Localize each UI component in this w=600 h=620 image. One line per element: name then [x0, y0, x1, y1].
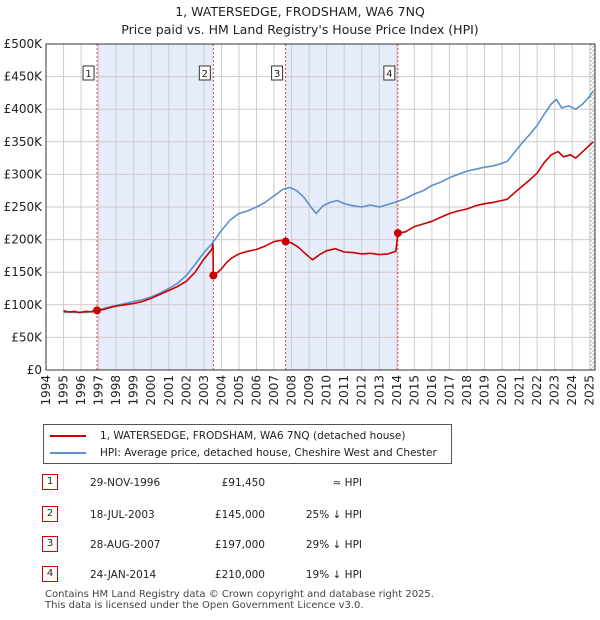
sale-number: 4	[42, 566, 58, 582]
x-tick-label: 2009	[302, 375, 316, 406]
footer-licence: This data is licensed under the Open Gov…	[45, 600, 364, 611]
sale-date: 24-JAN-2014	[90, 569, 157, 581]
x-tick-label: 2017	[442, 375, 456, 406]
price-chart: 1 2 3 4 £0 £50K £100K £150K £200K £250K £300K £350K…	[4, 37, 597, 406]
sale-row: 1 29-NOV-1996 £91,450 ≈ HPI	[40, 474, 560, 492]
sale-price: £197,000	[214, 539, 265, 551]
sale-row: 3 28-AUG-2007 £197,000 29% ↓ HPI	[40, 536, 560, 554]
footer-copyright: Contains HM Land Registry data © Crown c…	[45, 589, 434, 600]
y-tick-label: £50K	[11, 330, 43, 344]
x-tick-label: 2012	[355, 375, 369, 406]
sale-point	[393, 229, 402, 238]
x-tick-label: 2005	[232, 375, 246, 406]
sale-marker-label: 2	[202, 69, 208, 80]
chart-subtitle: Price paid vs. HM Land Registry's House …	[121, 22, 479, 37]
y-tick-label: £200K	[4, 233, 44, 247]
x-tick-label: 1998	[109, 375, 123, 406]
sale-date: 29-NOV-1996	[90, 477, 161, 489]
x-tick-label: 2022	[530, 375, 544, 406]
y-tick-label: £400K	[4, 102, 44, 116]
x-tick-label: 1999	[127, 375, 141, 406]
x-tick-label: 2004	[214, 375, 228, 406]
sale-number: 1	[42, 474, 58, 490]
footer: Contains HM Land Registry data © Crown c…	[45, 589, 434, 611]
x-tick-label: 2023	[548, 375, 562, 406]
x-tick-label: 2001	[162, 375, 176, 406]
x-tick-label: 2013	[372, 375, 386, 406]
x-tick-label: 1994	[39, 375, 53, 406]
property-series-line	[63, 141, 594, 314]
legend-label-hpi: HPI: Average price, detached house, Ches…	[100, 447, 437, 459]
sale-hpi-diff: 29% ↓ HPI	[305, 539, 362, 551]
y-tick-label: £0	[27, 363, 42, 377]
sale-point	[281, 237, 290, 246]
sale-number: 3	[42, 536, 58, 552]
x-tick-label: 2002	[179, 375, 193, 406]
sale-point	[209, 271, 218, 280]
sale-marker-label: 3	[274, 69, 280, 80]
sale-marker-box	[198, 65, 211, 81]
y-tick-label: £100K	[4, 298, 44, 312]
sale-hpi-diff: 25% ↓ HPI	[305, 509, 362, 521]
y-tick-label: £350K	[4, 135, 44, 149]
x-tick-label: 2003	[197, 375, 211, 406]
x-tick-label: 2021	[513, 375, 527, 406]
y-tick-label: £450K	[4, 70, 44, 84]
x-tick-label: 1995	[57, 375, 71, 406]
x-tick-label: 2014	[390, 375, 404, 406]
sale-marker-box	[383, 65, 396, 81]
sale-marker-label: 1	[85, 69, 91, 80]
y-tick-label: £250K	[4, 200, 44, 214]
sale-date: 18-JUL-2003	[90, 509, 155, 521]
sale-marker-box	[82, 65, 95, 81]
x-tick-label: 2016	[425, 375, 439, 406]
x-tick-label: 1996	[74, 375, 88, 406]
x-tick-label: 2015	[407, 375, 421, 406]
y-tick-label: £150K	[4, 265, 44, 279]
legend-label-property: 1, WATERSEDGE, FRODSHAM, WA6 7NQ (detach…	[100, 430, 406, 442]
sale-row: 4 24-JAN-2014 £210,000 19% ↓ HPI	[40, 566, 560, 584]
legend-item-property: 1, WATERSEDGE, FRODSHAM, WA6 7NQ (detach…	[50, 428, 405, 444]
sale-price: £210,000	[214, 569, 265, 581]
legend: 1, WATERSEDGE, FRODSHAM, WA6 7NQ (detach…	[43, 424, 452, 464]
x-tick-label: 1997	[92, 375, 106, 406]
hpi-series-line	[63, 90, 594, 314]
x-tick-label: 2024	[565, 375, 579, 406]
x-tick-label: 2000	[144, 375, 158, 406]
sale-point	[93, 306, 102, 315]
sale-marker-label: 4	[386, 69, 392, 80]
sale-hpi-diff: ≈ HPI	[332, 477, 362, 489]
legend-swatch-property	[50, 435, 86, 437]
legend-swatch-hpi	[50, 452, 86, 454]
sale-number: 2	[42, 506, 58, 522]
y-tick-label: £300K	[4, 167, 44, 181]
chart-title: 1, WATERSEDGE, FRODSHAM, WA6 7NQ	[175, 4, 425, 19]
x-tick-label: 2007	[267, 375, 281, 406]
x-tick-label: 2018	[460, 375, 474, 406]
x-tick-label: 2006	[249, 375, 263, 406]
x-tick-label: 2010	[320, 375, 334, 406]
y-tick-label: £500K	[4, 37, 44, 51]
x-tick-label: 2011	[337, 375, 351, 406]
sale-marker-box	[271, 65, 284, 81]
sale-date: 28-AUG-2007	[90, 539, 161, 551]
future-hatch	[589, 44, 595, 370]
chart-title-block: 1, WATERSEDGE, FRODSHAM, WA6 7NQ Price p…	[0, 3, 600, 39]
x-tick-label: 2019	[477, 375, 491, 406]
legend-item-hpi: HPI: Average price, detached house, Ches…	[50, 445, 437, 461]
sale-hpi-diff: 19% ↓ HPI	[305, 569, 362, 581]
sale-row: 2 18-JUL-2003 £145,000 25% ↓ HPI	[40, 506, 560, 524]
sale-price: £91,450	[221, 477, 265, 489]
sale-price: £145,000	[214, 509, 265, 521]
x-tick-label: 2020	[495, 375, 509, 406]
x-tick-label: 2025	[583, 375, 597, 406]
plot-frame	[45, 43, 596, 371]
x-tick-label: 2008	[285, 375, 299, 406]
